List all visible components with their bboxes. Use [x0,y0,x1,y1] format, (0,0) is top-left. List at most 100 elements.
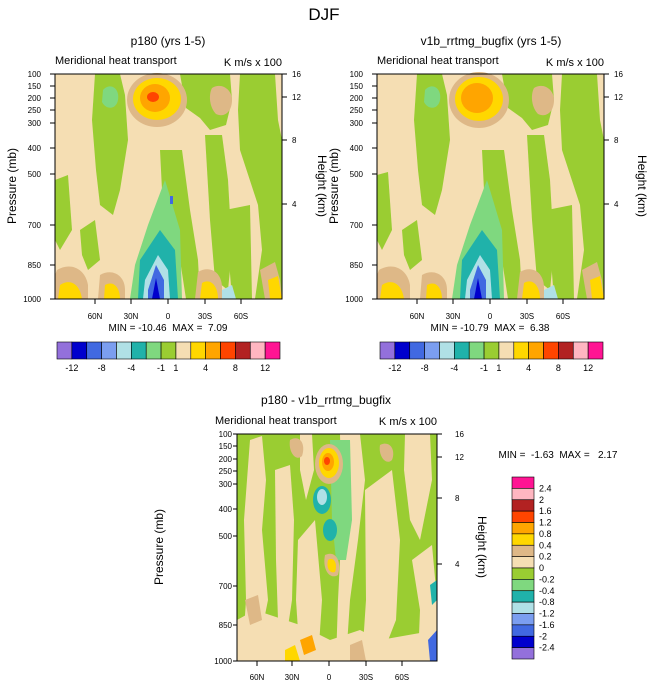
y-tick-label: 500 [350,170,364,179]
y2-tick-label: 4 [455,560,460,569]
colorbar-label: -1 [157,363,165,373]
y2-tick-label: 12 [292,93,301,102]
x-tick-label: 60N [410,312,425,321]
panel-3-x-ticks: 60N 30N 0 30S 60S [250,661,409,682]
colorbar-swatch [511,635,535,648]
y2-tick-label: 4 [614,200,619,209]
colorbar-swatch [131,341,147,360]
x-tick-label: 60S [395,673,409,682]
panel-1-min-max: MIN = -10.46 MAX = 7.09 [109,323,228,334]
x-tick-label: 30N [446,312,461,321]
y-tick-label: 850 [28,261,42,270]
panel-3-title: p180 - v1b_rrtmg_bugfix [261,393,391,407]
colorbar-swatch [220,341,236,360]
colorbar-swatch [86,341,102,360]
colorbar-swatch [409,341,425,360]
y-tick-label: 100 [219,430,233,439]
x-tick-label: 30N [285,673,300,682]
colorbar-label: 1 [173,363,178,373]
panel-3-ylabel-right: Height (km) [475,516,489,578]
y-tick-label: 200 [28,94,42,103]
colorbar-swatch [71,341,88,360]
x-tick-label: 30N [124,312,139,321]
y-tick-label: 150 [219,442,233,451]
y-tick-label: 300 [350,119,364,128]
y-tick-label: 1000 [23,295,41,304]
colorbar-label: -4 [450,363,458,373]
colorbar-label: 4 [526,363,531,373]
colorbar-label: 4 [203,363,208,373]
colorbar-swatch [145,341,162,360]
panel-p180: p180 (yrs 1-5) Meridional heat transport… [5,34,329,334]
colorbar-swatch [454,341,470,360]
panel-v1b: v1b_rrtmg_bugfix (yrs 1-5) Meridional he… [327,34,648,334]
colorbar-label: 12 [260,363,270,373]
colorbar-swatch [543,341,559,360]
colorbar-label: 1 [496,363,501,373]
colorbar-swatch [394,341,411,360]
colorbar-swatch [498,341,515,360]
y-tick-label: 700 [219,582,233,591]
y-tick-label: 100 [350,70,364,79]
colorbar-label: -4 [127,363,135,373]
panel-2-subtitle-right: K m/s x 100 [546,57,604,69]
colorbar-swatch [249,341,266,360]
panel-1-subtitle-left: Meridional heat transport [55,55,177,67]
colorbar-swatch [587,341,604,360]
colorbar-swatch [572,341,589,360]
colorbar-swatch [116,341,132,360]
y-tick-label: 150 [28,82,42,91]
colorbar-swatch [424,341,440,360]
y-tick-label: 100 [28,70,42,79]
panel-2-y-ticks: 100 150 200 250 300 400 500 700 850 1000 [345,70,377,304]
y-tick-label: 1000 [214,657,232,666]
x-tick-label: 60N [250,673,265,682]
colorbar-label: -12 [65,363,78,373]
colorbar-label: 0.4 [539,540,552,550]
colorbar-swatch [511,624,535,637]
colorbar-swatch [101,341,117,360]
colorbar-label: -1 [480,363,488,373]
colorbar-label: -0.4 [539,586,555,596]
panel-1-y-ticks: 100 150 200 250 300 400 500 700 850 1000 [23,70,55,304]
panel-2-subtitle-left: Meridional heat transport [377,55,499,67]
y2-tick-label: 8 [614,136,619,145]
colorbar-panel-2: -12 -8 -4 -1 1 4 8 12 [379,341,604,373]
y2-tick-label: 8 [292,136,297,145]
colorbar-panel-1: -12 -8 -4 -1 1 4 8 12 [56,341,281,373]
panel-1-x-ticks: 60N 30N 0 30S 60S [88,299,248,321]
colorbar-label: -1.6 [539,620,555,630]
colorbar-swatch [468,341,485,360]
x-tick-label: 30S [198,312,212,321]
x-tick-label: 30S [359,673,373,682]
y-tick-label: 300 [28,119,42,128]
colorbar-swatch [511,567,535,580]
colorbar-swatch [558,341,574,360]
y2-tick-label: 12 [455,453,464,462]
y-tick-label: 250 [350,106,364,115]
x-tick-label: 60N [88,312,103,321]
y2-tick-label: 8 [455,494,460,503]
colorbar-swatch [528,341,544,360]
y-tick-label: 700 [28,221,42,230]
colorbar-swatch [511,601,535,614]
y2-tick-label: 12 [614,93,623,102]
colorbar-swatch [511,590,535,603]
colorbar-label: 8 [556,363,561,373]
colorbar-swatch [511,488,535,501]
colorbar-label: 8 [233,363,238,373]
panel-1-subtitle-right: K m/s x 100 [224,57,282,69]
panel-1-plot [54,73,283,300]
panel-3-y-ticks: 100 150 200 250 300 400 500 700 850 1000 [214,430,237,666]
colorbar-label: -12 [388,363,401,373]
panel-3-plot [236,433,438,662]
panel-3-subtitle-right: K m/s x 100 [379,416,437,428]
colorbar-swatch [205,341,221,360]
panel-2-ylabel: Pressure (mb) [327,148,341,224]
x-tick-label: 0 [488,312,493,321]
page-title: DJF [308,5,339,24]
x-tick-label: 0 [166,312,171,321]
colorbar-swatch [511,522,535,535]
